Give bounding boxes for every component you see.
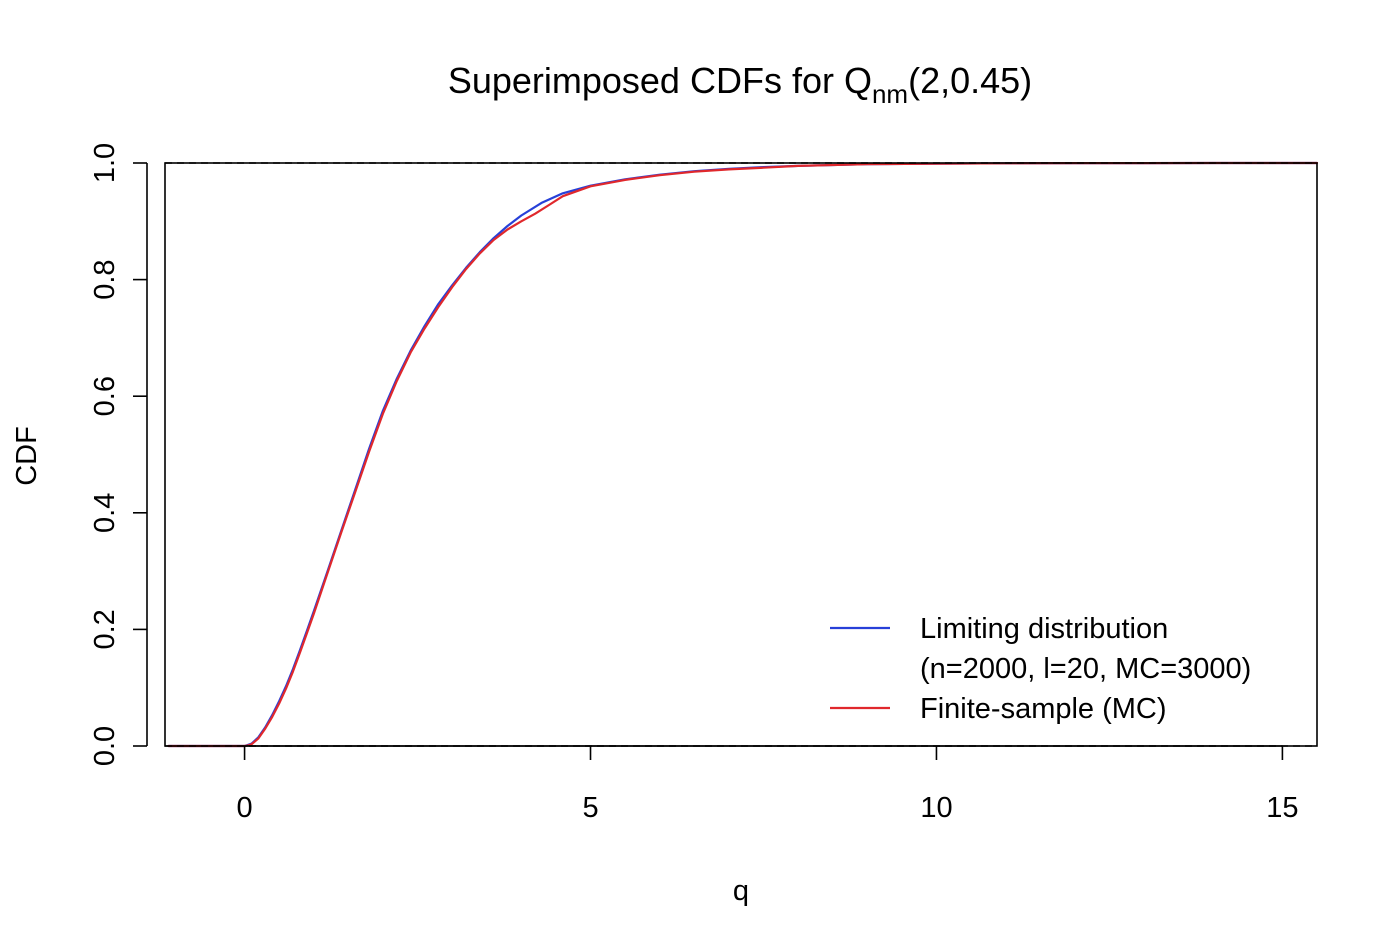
x-tick-label: 5	[582, 792, 598, 824]
y-tick-label: 0.6	[89, 376, 121, 416]
legend-label: Finite-sample (MC)	[920, 693, 1167, 725]
x-tick-label: 10	[920, 792, 952, 824]
y-tick-label: 0.2	[89, 609, 121, 649]
series-layer	[167, 161, 1319, 748]
chart-title-suffix: (2,0.45)	[908, 60, 1032, 101]
legend-label: Limiting distribution	[920, 613, 1168, 645]
chart-title-main: Superimposed CDFs for Q	[448, 60, 872, 101]
x-axis: 0 5 10 15	[236, 745, 1299, 824]
y-tick-label: 0.8	[89, 259, 121, 299]
y-axis: 0.0 0.2 0.4 0.6 0.8 1.0	[89, 143, 148, 766]
y-tick-label: 0.4	[89, 493, 121, 533]
chart-title: Superimposed CDFs for Qnm(2,0.45)	[448, 60, 1032, 109]
legend: Limiting distribution (n=2000, l=20, MC=3…	[830, 613, 1251, 725]
legend-label: (n=2000, l=20, MC=3000)	[920, 653, 1251, 685]
y-axis-label: CDF	[11, 426, 43, 486]
series-line-finite-sample	[167, 161, 1319, 748]
x-tick-label: 15	[1266, 792, 1298, 824]
x-axis-label: q	[733, 875, 749, 907]
chart-title-subscript: nm	[872, 79, 908, 109]
y-tick-label: 0.0	[89, 726, 121, 766]
y-tick-label: 1.0	[89, 143, 121, 183]
x-tick-label: 0	[236, 792, 252, 824]
